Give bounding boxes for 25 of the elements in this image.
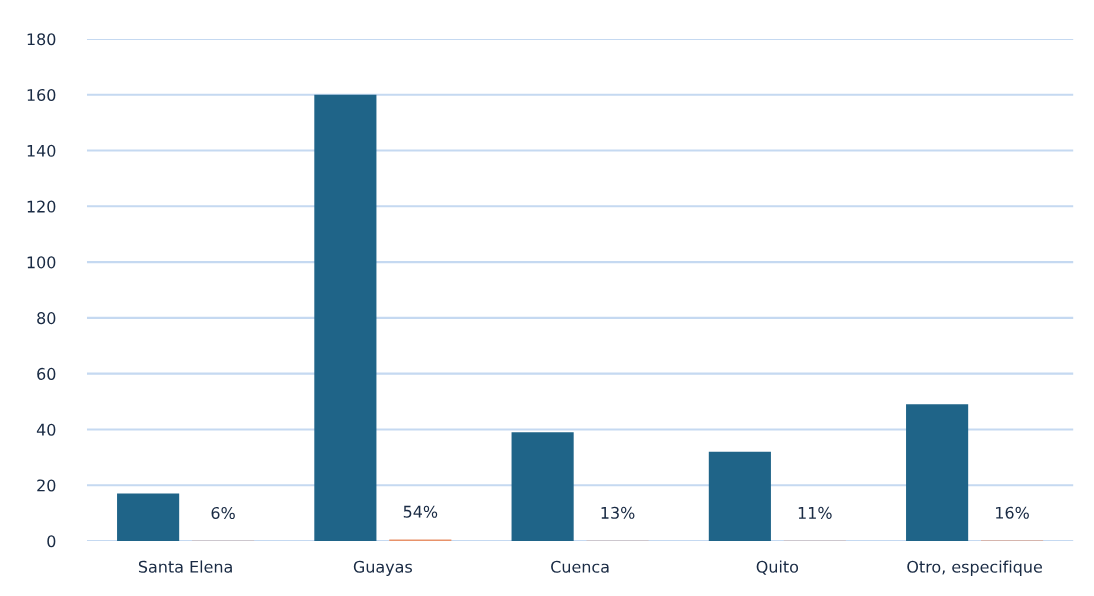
x-tick-label: Otro, especifique — [907, 560, 1042, 576]
y-tick-label: 80 — [37, 312, 56, 325]
x-tick-label: Cuenca — [551, 560, 609, 573]
bar — [906, 404, 969, 541]
data-label: 16% — [996, 506, 1029, 519]
bar — [708, 451, 771, 541]
y-tick-label: 100 — [27, 256, 56, 269]
y-tick-label: 120 — [27, 200, 56, 213]
data-label: 11% — [798, 506, 832, 519]
y-tick-label: 0 — [47, 535, 56, 548]
y-tick-label: 140 — [27, 144, 56, 157]
y-tick-label: 60 — [37, 367, 56, 380]
x-tick-label: Santa Elena — [138, 560, 232, 573]
bar — [117, 493, 180, 541]
x-tick-label: Quito — [756, 560, 799, 575]
data-label: 13% — [601, 506, 635, 519]
y-tick-label: 40 — [36, 423, 56, 436]
y-tick-label: 160 — [27, 88, 56, 102]
data-label: 54% — [403, 505, 438, 518]
bar — [511, 432, 574, 541]
bar — [314, 94, 377, 541]
y-tick-label: 20 — [37, 479, 56, 492]
y-tick-label: 180 — [27, 33, 56, 46]
x-tick-label: Guayas — [353, 560, 412, 576]
data-label: 6% — [211, 506, 235, 520]
